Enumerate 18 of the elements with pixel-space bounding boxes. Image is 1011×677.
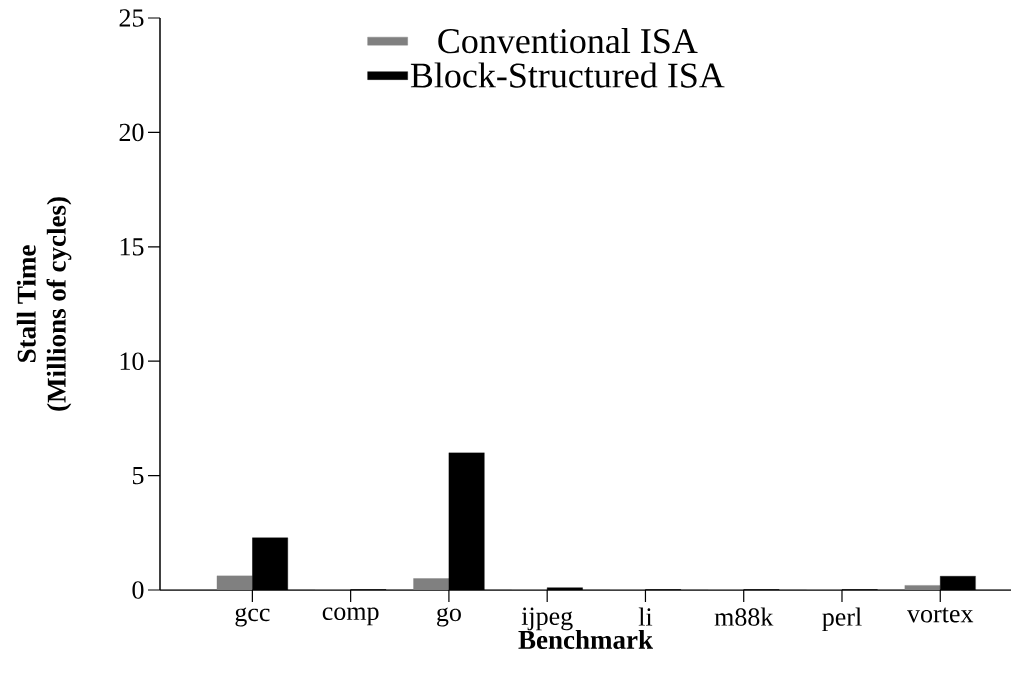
x-tick-label: perl bbox=[822, 607, 862, 632]
y-tick-label: 10 bbox=[120, 352, 144, 370]
x-axis-title: Benchmark bbox=[518, 629, 653, 649]
y-tick-label: 15 bbox=[120, 238, 144, 256]
x-tick-label: ijpeg bbox=[521, 607, 573, 631]
y-tick-label: 20 bbox=[119, 123, 144, 142]
x-tick-label: li bbox=[638, 607, 653, 626]
x-tick-label: comp bbox=[322, 607, 379, 626]
y-tick-label: 5 bbox=[132, 466, 144, 485]
y-axis-title: Stall Time (Millions of cycles) bbox=[16, 197, 72, 411]
y-tick-label: 0 bbox=[132, 581, 144, 599]
legend-label: Block-Structured ISA bbox=[410, 62, 725, 88]
x-tick-label: vortex bbox=[907, 607, 974, 623]
x-tick-label: m88k bbox=[714, 607, 774, 626]
legend-label: Conventional ISA bbox=[438, 27, 698, 54]
y-tick-label: 25 bbox=[119, 9, 144, 27]
x-tick-label: gcc bbox=[235, 607, 270, 627]
x-tick-label: go bbox=[437, 607, 461, 627]
